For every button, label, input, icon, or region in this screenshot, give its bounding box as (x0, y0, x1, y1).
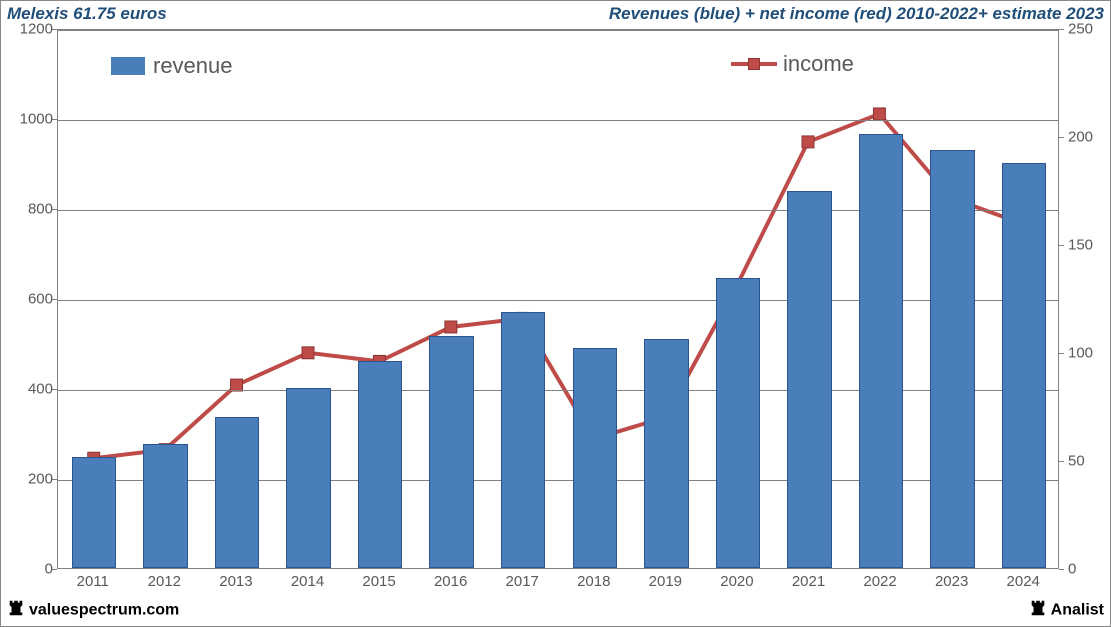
y-left-tick-label: 600 (1, 291, 53, 308)
line-overlay (58, 30, 1058, 568)
x-axis: 2011 2012 2013 2014 2015 2016 2017 2018 2019 2020… (57, 573, 1059, 593)
income-marker (302, 347, 314, 359)
legend-revenue: revenue (111, 53, 233, 79)
footer-right-text: Analist (1051, 602, 1104, 619)
y-left-tick (52, 569, 57, 570)
revenue-bar (358, 361, 402, 568)
rook-icon (7, 599, 25, 622)
legend-income-label: income (783, 51, 854, 77)
y-left-tick-label: 200 (1, 471, 53, 488)
income-marker (445, 321, 457, 333)
y-right-tick (1059, 569, 1064, 570)
rook-icon (1029, 599, 1047, 622)
y-right-tick (1059, 245, 1064, 246)
y-axis-left: 020040060080010001200 (1, 29, 53, 569)
legend-income: income (731, 51, 854, 77)
footer: valuespectrum.com Analist (7, 599, 1104, 622)
chart-container: Melexis 61.75 euros Revenues (blue) + ne… (0, 0, 1111, 627)
revenue-bar (215, 417, 259, 568)
x-tick-label: 2022 (863, 573, 896, 590)
y-left-tick-label: 800 (1, 201, 53, 218)
header: Melexis 61.75 euros Revenues (blue) + ne… (7, 3, 1104, 25)
revenue-bar (716, 278, 760, 568)
y-left-tick-label: 400 (1, 381, 53, 398)
gridline (58, 300, 1058, 301)
y-right-tick (1059, 461, 1064, 462)
y-right-tick-label: 50 (1062, 453, 1110, 470)
y-right-tick-label: 0 (1062, 561, 1110, 578)
revenue-bar (644, 339, 688, 569)
revenue-bar (787, 191, 831, 568)
footer-left: valuespectrum.com (7, 599, 179, 622)
y-right-tick-label: 150 (1062, 237, 1110, 254)
plot-area (57, 29, 1059, 569)
income-marker (802, 136, 814, 148)
footer-left-text: valuespectrum.com (29, 602, 179, 619)
revenue-bar (501, 312, 545, 569)
y-left-tick (52, 209, 57, 210)
x-tick-label: 2020 (720, 573, 753, 590)
revenue-bar (930, 150, 974, 569)
y-right-tick-label: 100 (1062, 345, 1110, 362)
y-left-tick-label: 1200 (1, 21, 53, 38)
x-tick-label: 2012 (148, 573, 181, 590)
revenue-bar (859, 134, 903, 568)
y-left-tick (52, 479, 57, 480)
gridline (58, 210, 1058, 211)
y-left-tick (52, 299, 57, 300)
y-right-tick (1059, 137, 1064, 138)
y-right-tick (1059, 29, 1064, 30)
y-left-tick (52, 389, 57, 390)
revenue-bar (72, 457, 116, 568)
revenue-bar (429, 336, 473, 568)
y-right-tick-label: 200 (1062, 129, 1110, 146)
x-tick-label: 2021 (792, 573, 825, 590)
gridline (58, 390, 1058, 391)
gridline (58, 480, 1058, 481)
gridline (58, 30, 1058, 31)
legend-income-swatch (731, 54, 777, 74)
x-tick-label: 2013 (219, 573, 252, 590)
x-tick-label: 2023 (935, 573, 968, 590)
legend-revenue-label: revenue (153, 53, 233, 79)
y-left-tick-label: 1000 (1, 111, 53, 128)
y-right-tick (1059, 353, 1064, 354)
y-left-tick-label: 0 (1, 561, 53, 578)
x-tick-label: 2019 (649, 573, 682, 590)
x-tick-label: 2024 (1007, 573, 1040, 590)
y-right-tick-label: 250 (1062, 21, 1110, 38)
revenue-bar (286, 388, 330, 568)
revenue-bar (1002, 163, 1046, 568)
x-tick-label: 2017 (506, 573, 539, 590)
revenue-bar (143, 444, 187, 568)
x-tick-label: 2016 (434, 573, 467, 590)
legend-revenue-swatch (111, 57, 145, 75)
y-left-tick (52, 119, 57, 120)
revenue-bar (573, 348, 617, 569)
x-tick-label: 2015 (362, 573, 395, 590)
y-left-tick (52, 29, 57, 30)
gridline (58, 120, 1058, 121)
x-tick-label: 2014 (291, 573, 324, 590)
x-tick-label: 2011 (77, 573, 109, 590)
footer-right: Analist (1029, 599, 1104, 622)
income-marker (873, 108, 885, 120)
y-axis-right: 050100150200250 (1062, 29, 1110, 569)
x-tick-label: 2018 (577, 573, 610, 590)
title-right: Revenues (blue) + net income (red) 2010-… (609, 4, 1104, 24)
